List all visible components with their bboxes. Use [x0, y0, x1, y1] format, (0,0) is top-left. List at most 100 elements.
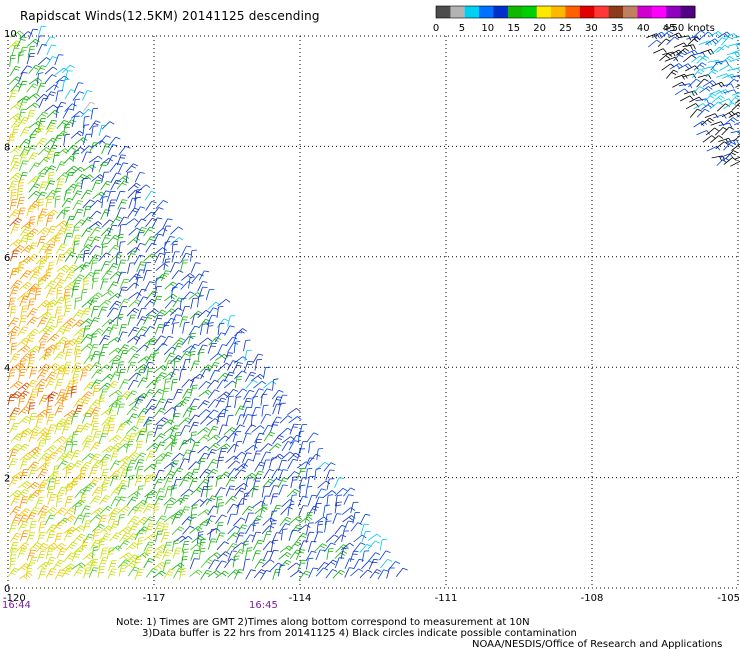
wind-barb [272, 403, 277, 415]
wind-barb [263, 531, 268, 543]
wind-barb-flag [50, 556, 56, 559]
wind-barb-flag [94, 542, 100, 545]
wind-barb [227, 342, 234, 353]
wind-barb [55, 325, 63, 336]
wind-barb-flag [173, 543, 179, 545]
wind-barb [10, 362, 21, 370]
wind-barb [137, 408, 145, 418]
wind-barb [179, 458, 185, 469]
wind-barb-flag [267, 443, 273, 447]
wind-barb [109, 475, 115, 487]
wind-barb [115, 496, 122, 507]
wind-barb [227, 525, 236, 535]
wind-barb-flag [64, 126, 70, 129]
wind-barb [224, 558, 232, 568]
wind-barb [181, 541, 185, 553]
wind-barb-flag [97, 369, 103, 372]
wind-barb [108, 403, 114, 415]
wind-barb [17, 207, 21, 219]
wind-barb [20, 245, 29, 254]
wind-barb [46, 226, 52, 237]
wind-barb-flag [242, 328, 247, 332]
wind-barb [98, 252, 107, 262]
wind-barb-flag [295, 518, 300, 522]
wind-barb-flag [730, 141, 736, 145]
wind-barb-flag [71, 515, 77, 519]
wind-barb-flag [365, 513, 371, 516]
wind-barb [342, 507, 352, 515]
wind-barb [71, 110, 80, 119]
wind-barb [669, 49, 680, 56]
wind-barb-flag [210, 515, 216, 517]
wind-barb [62, 361, 67, 373]
wind-barb [97, 306, 103, 318]
wind-barb-flag [41, 184, 47, 186]
wind-barb [197, 310, 207, 318]
wind-barb-flag [342, 550, 348, 554]
wind-barb-flag [113, 380, 119, 384]
wind-barb [207, 399, 216, 409]
wind-barb [279, 545, 289, 553]
wind-barb [70, 441, 74, 453]
wind-barb [10, 343, 13, 355]
wind-barb-flag [149, 389, 155, 392]
wind-barb-flag [203, 428, 208, 433]
wind-barb-flag [96, 489, 102, 492]
wind-barb-flag [32, 556, 38, 559]
wind-barb [172, 467, 179, 478]
wind-barb-flag [42, 465, 47, 469]
wind-barb [278, 484, 284, 496]
wind-barb-flag [136, 491, 141, 495]
wind-barb-flag [169, 568, 175, 571]
wind-barb [134, 459, 140, 470]
wind-barb-flag [24, 390, 30, 394]
wind-barb-flag [212, 364, 218, 367]
wind-barb [243, 472, 253, 481]
wind-barb-flag [32, 40, 38, 45]
wind-barb [234, 487, 242, 498]
wind-barb-flag [16, 32, 22, 37]
wind-barb-flag [118, 236, 124, 239]
wind-barb-flag [58, 544, 64, 549]
wind-barb [62, 450, 70, 461]
wind-barb [109, 271, 119, 280]
wind-barb [28, 431, 34, 443]
wind-barb-flag [265, 451, 271, 454]
wind-barb-flag [168, 373, 174, 378]
wind-barb-flag [106, 180, 112, 184]
wind-barb-flag [729, 123, 733, 128]
wind-barb [8, 477, 15, 488]
wind-barb-flag [52, 189, 58, 193]
wind-barb [62, 417, 69, 428]
wind-barb-flag [147, 456, 154, 458]
wind-barb-flag [30, 147, 36, 150]
wind-barb-flag [73, 455, 79, 458]
wind-barb-flag [74, 365, 80, 367]
wind-barb [322, 505, 326, 517]
wind-barb [63, 207, 66, 220]
lat-tick-label: 10 [4, 29, 17, 40]
colorbar-swatch [651, 6, 667, 18]
wind-barb [205, 495, 213, 506]
wind-barb-flag [735, 139, 740, 145]
wind-barb [45, 557, 52, 568]
wind-barb [152, 296, 158, 307]
wind-barb-flag [709, 117, 714, 122]
wind-barb-flag [136, 273, 141, 277]
colorbar-label: 15 [507, 23, 520, 34]
wind-barb-flag [357, 522, 363, 525]
wind-barb [190, 360, 196, 372]
wind-barb-flag [135, 196, 141, 199]
wind-barb [206, 469, 214, 479]
wind-barb-flag [26, 270, 32, 273]
wind-barb-flag [33, 83, 39, 87]
wind-barb [46, 235, 56, 244]
wind-barb [125, 467, 129, 479]
wind-barb-flag [92, 446, 98, 450]
wind-barb-flag [103, 458, 109, 460]
wind-barb-flag [50, 366, 56, 371]
wind-barb-flag [139, 459, 145, 461]
wind-barb-flag [229, 429, 235, 433]
colorbar-swatch [536, 6, 552, 18]
